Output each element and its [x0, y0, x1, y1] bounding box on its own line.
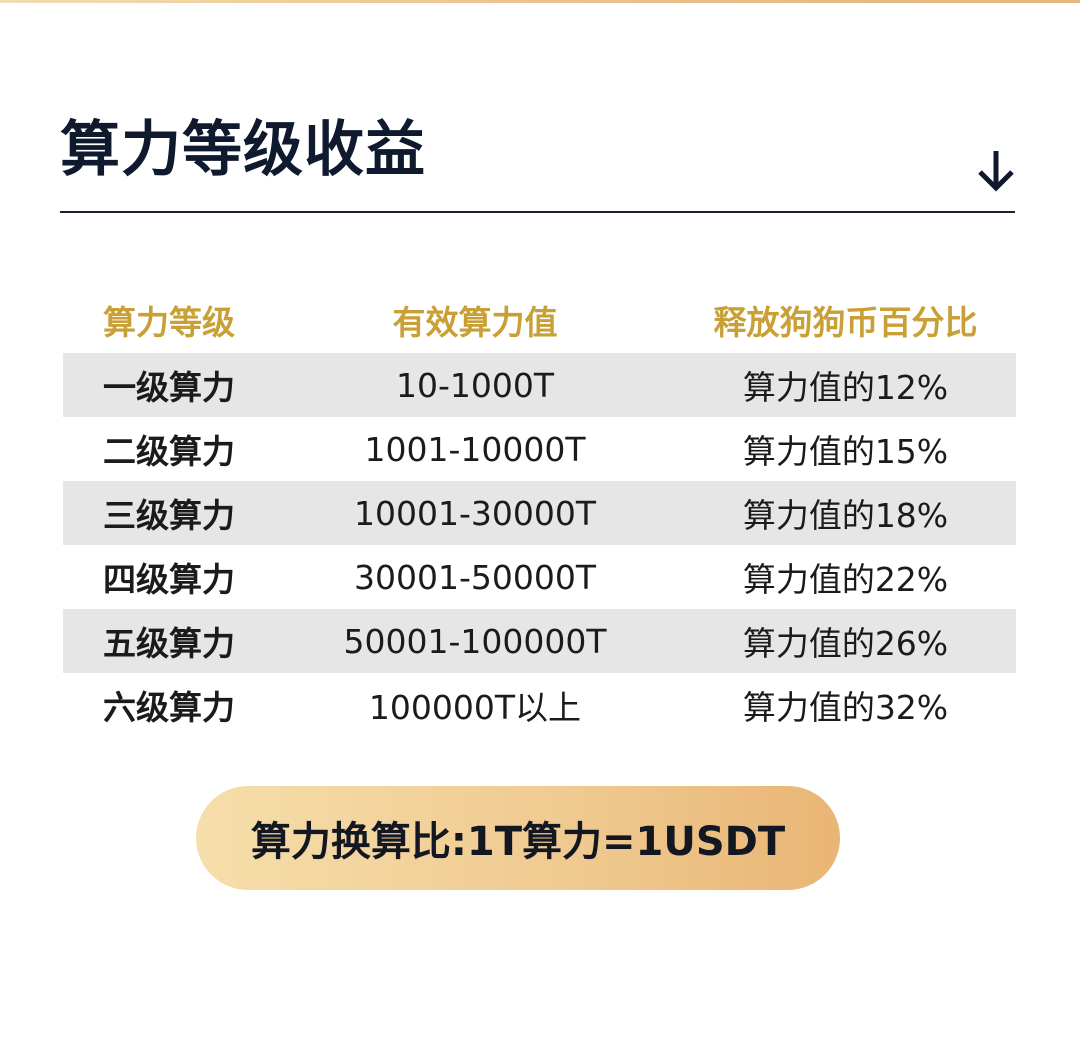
table-header: 算力等级 有效算力值 释放狗狗币百分比 [63, 286, 1016, 353]
table-row: 六级算力 100000T以上 算力值的32% [63, 673, 1016, 737]
conversion-rate-badge: 算力换算比:1T算力=1USDT [196, 786, 840, 890]
cell-release-percent: 算力值的18% [742, 496, 949, 535]
arrow-down-icon[interactable] [975, 148, 1017, 194]
top-accent-bar [0, 0, 1080, 3]
title-divider [60, 211, 1015, 213]
page-title: 算力等级收益 [60, 115, 426, 185]
cell-release-percent: 算力值的22% [742, 560, 949, 599]
table-row: 四级算力 30001-50000T 算力值的22% [63, 545, 1016, 609]
cell-level: 六级算力 [103, 688, 235, 727]
cell-hashrate: 1001-10000T [364, 429, 586, 469]
cell-level: 三级算力 [103, 496, 235, 535]
cell-hashrate: 100000T以上 [368, 688, 582, 727]
header-release-percent: 释放狗狗币百分比 [713, 302, 978, 342]
cell-hashrate: 10-1000T [395, 365, 555, 405]
hashrate-level-table: 算力等级 有效算力值 释放狗狗币百分比 一级算力 10-1000T 算力值的12… [63, 286, 1016, 737]
cell-hashrate: 10001-30000T [353, 493, 597, 533]
cell-level: 一级算力 [103, 368, 235, 407]
table-row: 三级算力 10001-30000T 算力值的18% [63, 481, 1016, 545]
table-row: 二级算力 1001-10000T 算力值的15% [63, 417, 1016, 481]
header-hashrate: 有效算力值 [392, 302, 558, 342]
cell-release-percent: 算力值的12% [742, 368, 949, 407]
table-row: 五级算力 50001-100000T 算力值的26% [63, 609, 1016, 673]
cell-level: 五级算力 [103, 624, 235, 663]
cell-level: 二级算力 [103, 432, 235, 471]
table-row: 一级算力 10-1000T 算力值的12% [63, 353, 1016, 417]
cell-hashrate: 30001-50000T [353, 557, 597, 597]
cell-level: 四级算力 [103, 560, 235, 599]
header-level: 算力等级 [103, 302, 235, 342]
cell-release-percent: 算力值的26% [742, 624, 949, 663]
cell-release-percent: 算力值的15% [742, 432, 949, 471]
cell-release-percent: 算力值的32% [742, 688, 949, 727]
cell-hashrate: 50001-100000T [343, 621, 607, 661]
